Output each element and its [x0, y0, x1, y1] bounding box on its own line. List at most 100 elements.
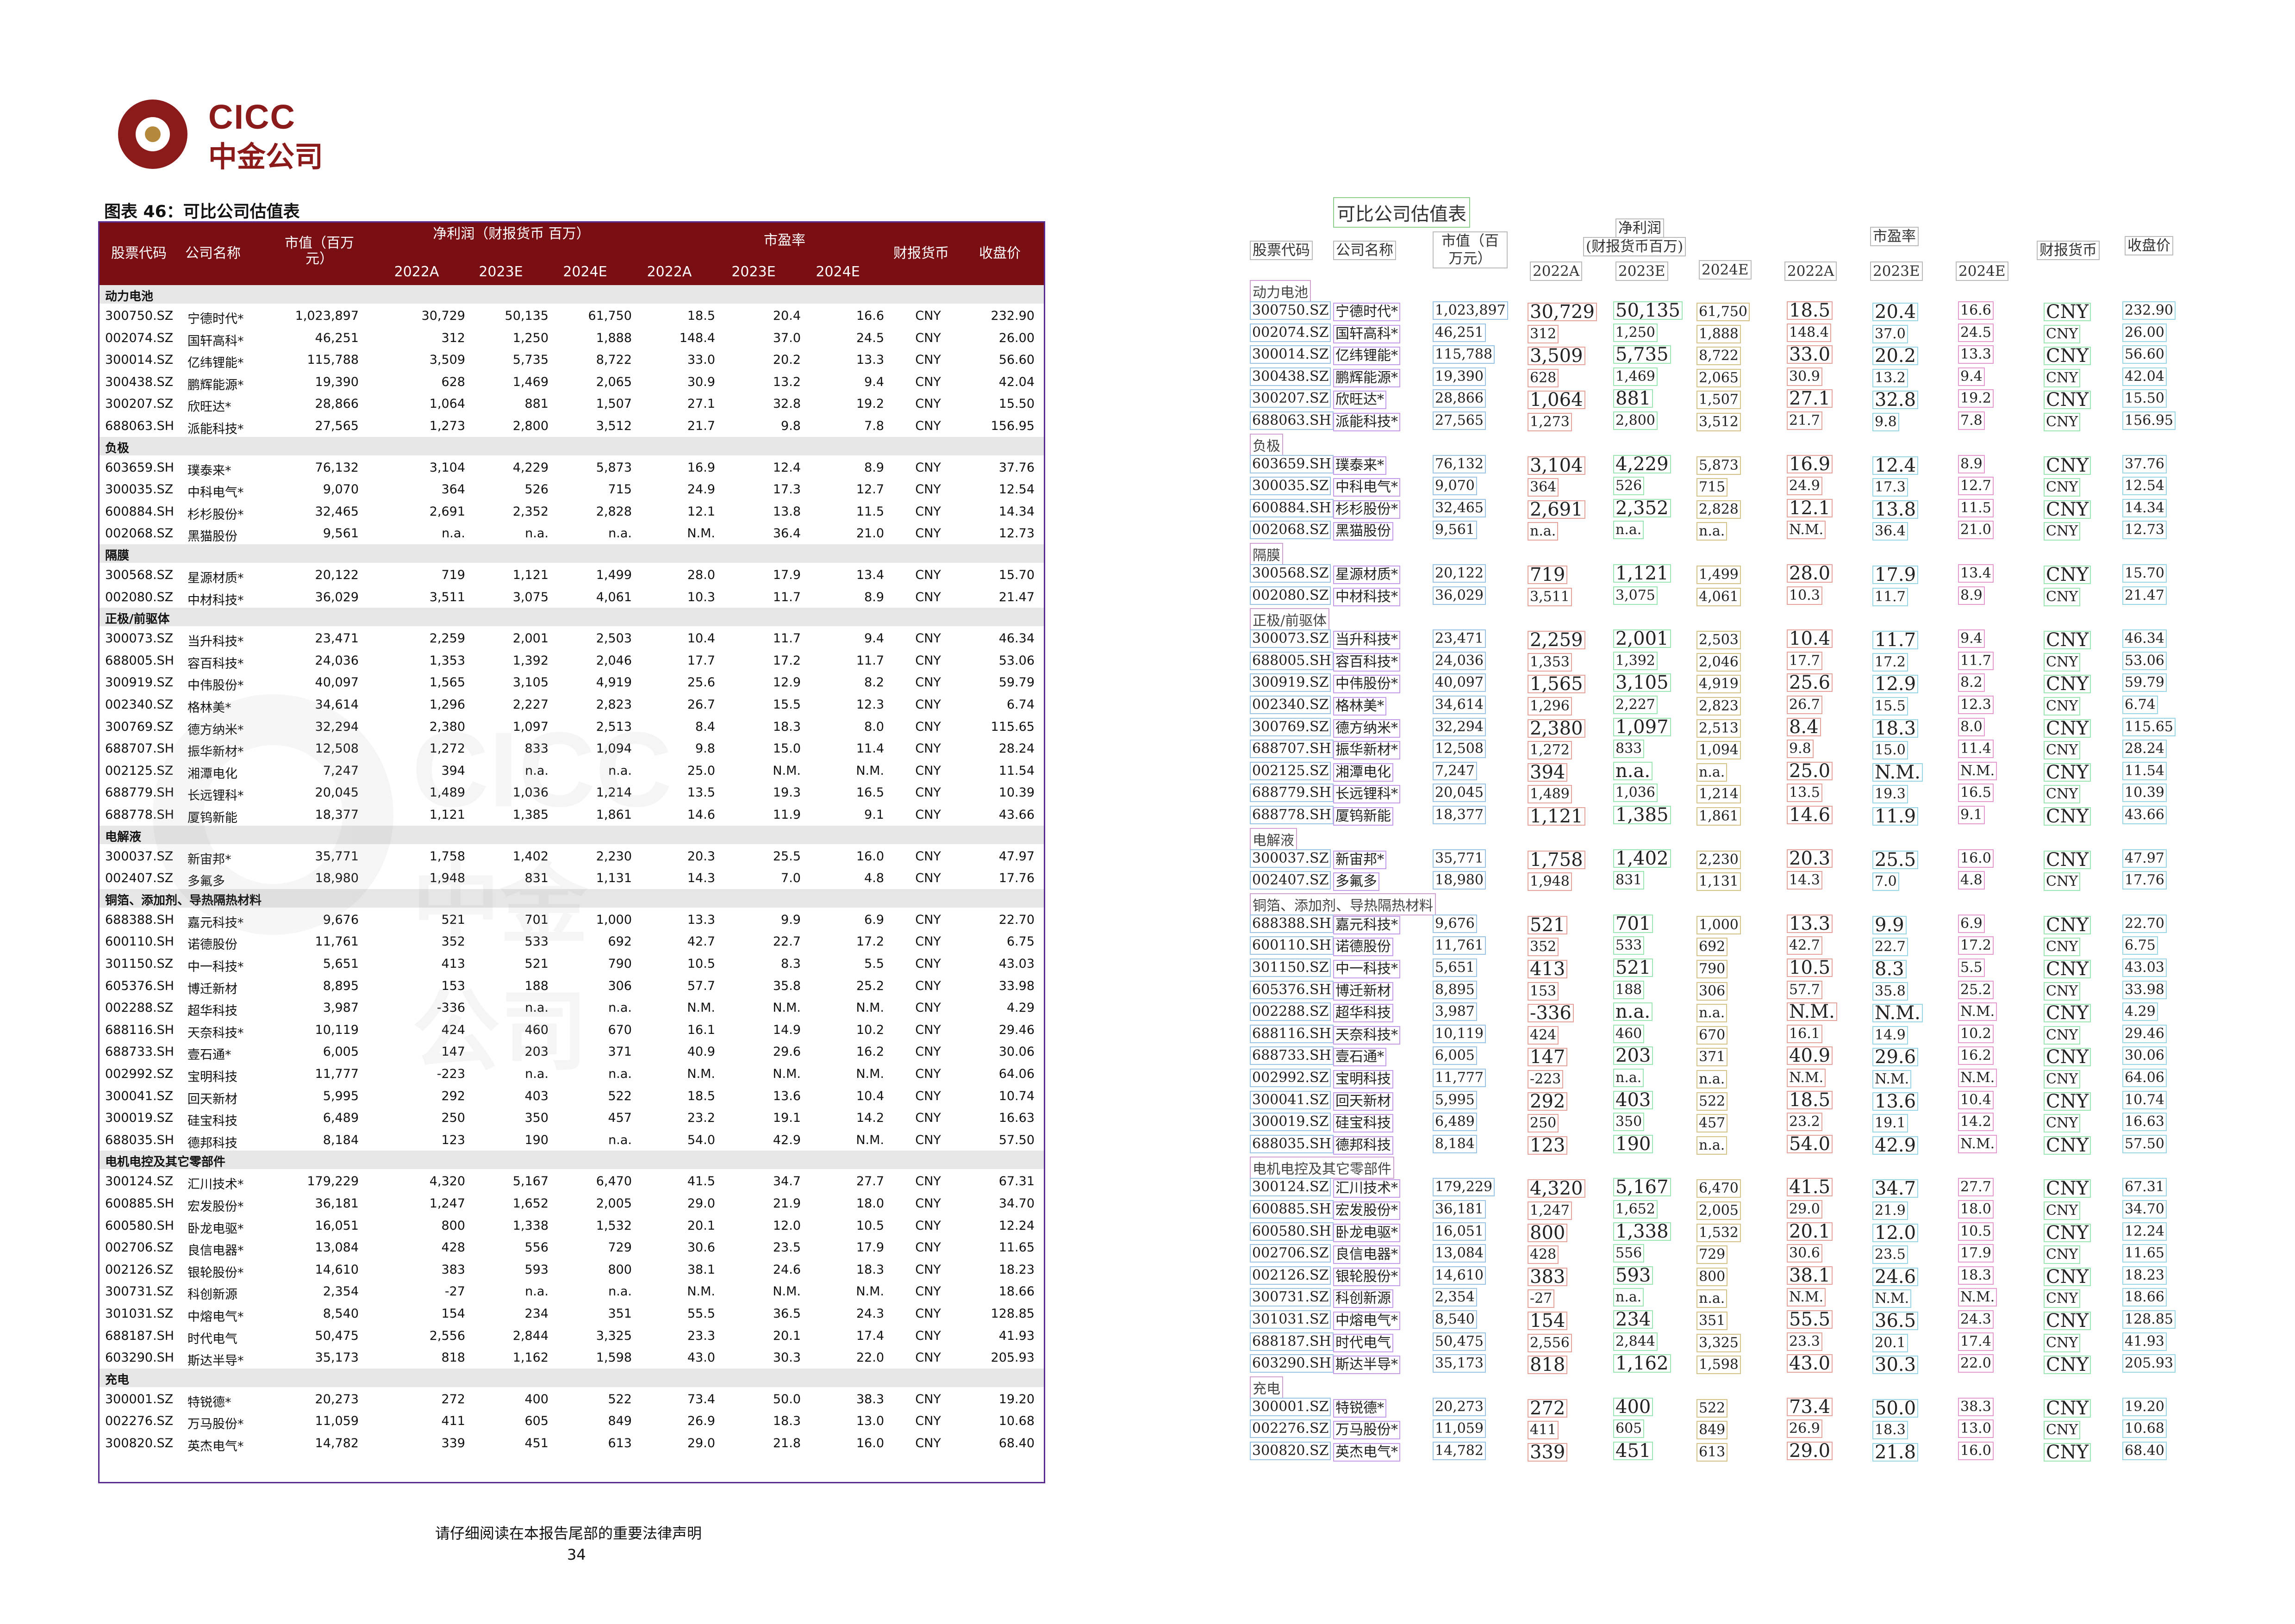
pe-2022a-cell: 13.3 — [687, 912, 715, 927]
right-company-name-cell: 星源材质* — [1333, 566, 1400, 584]
pe-2022a-cell: N.M. — [687, 1284, 715, 1299]
right-stock-code-cell: 688707.SH — [1250, 740, 1334, 759]
pe-2022a-cell: 73.4 — [687, 1392, 715, 1406]
np-2024e-cell: 2,046 — [596, 653, 632, 668]
table-row: 002126.SZ 银轮股份* 14,610 383 593 800 38.1 24.6 18.… — [100, 1258, 1044, 1280]
currency-cell: CNY — [915, 1240, 941, 1255]
pe-2022a-cell: 21.7 — [687, 419, 715, 433]
np-2024e-cell: n.a. — [608, 763, 632, 778]
right-np-2023e-cell: 2,227 — [1613, 696, 1658, 714]
np-2023e-cell: 2,800 — [512, 419, 549, 433]
np-2022a-cell: 2,691 — [429, 504, 465, 519]
right-company-name-cell: 宝明科技 — [1333, 1070, 1393, 1089]
right-section-header: 动力电池 — [1250, 280, 1311, 302]
right-currency-cell: CNY — [2044, 1048, 2091, 1067]
right-np-2022a-cell: -223 — [1528, 1070, 1564, 1089]
stock-code-cell: 688388.SH — [105, 912, 175, 927]
right-close-price-cell: 68.40 — [2122, 1442, 2167, 1460]
right-currency-cell: CNY — [2044, 1070, 2081, 1089]
right-currency-cell: CNY — [2044, 1114, 2081, 1133]
right-pe-2022a-cell: 13.5 — [1787, 784, 1822, 803]
right-currency-cell: CNY — [2044, 1421, 2081, 1440]
header-close-price: 收盘价 — [979, 245, 1021, 261]
close-price-cell: 30.06 — [998, 1045, 1035, 1059]
market-cap-cell: 179,229 — [307, 1174, 359, 1189]
right-stock-code-cell: 603290.SH — [1250, 1354, 1334, 1373]
pe-2022a-cell: 43.0 — [687, 1350, 715, 1365]
right-stock-code-cell: 002288.SZ — [1250, 1002, 1331, 1021]
right-pe-2024e-cell: 6.9 — [1958, 914, 1985, 933]
pe-2022a-cell: 57.7 — [687, 978, 715, 993]
stock-code-cell: 002407.SZ — [105, 871, 174, 886]
close-price-cell: 6.75 — [1006, 934, 1035, 949]
left-table-title: 图表 46：可比公司估值表 — [104, 202, 300, 221]
right-close-price-cell: 41.93 — [2122, 1332, 2167, 1351]
right-np-2023e-cell: 350 — [1613, 1113, 1645, 1132]
stock-code-cell: 300001.SZ — [105, 1392, 174, 1406]
close-price-cell: 4.29 — [1006, 1001, 1035, 1015]
pe-2024e-cell: 12.3 — [856, 697, 884, 712]
np-2023e-cell: 451 — [524, 1436, 549, 1450]
pe-2022a-cell: 9.8 — [695, 741, 715, 756]
currency-cell: CNY — [915, 1132, 941, 1147]
right-np-2024e-cell: 2,005 — [1696, 1201, 1741, 1220]
right-header-pe-2023e: 2023E — [1870, 261, 1923, 281]
right-pe-2023e-cell: 21.8 — [1872, 1443, 1919, 1462]
pe-2024e-cell: N.M. — [856, 1132, 884, 1147]
right-np-2022a-cell: 413 — [1528, 960, 1568, 978]
right-np-2024e-cell: 8,722 — [1696, 347, 1741, 366]
np-2023e-cell: 605 — [524, 1414, 549, 1429]
pe-2022a-cell: 14.6 — [687, 808, 715, 822]
right-company-name-cell: 当升科技* — [1333, 631, 1400, 650]
np-2024e-cell: 670 — [608, 1022, 632, 1037]
right-pe-2022a-cell: 18.5 — [1787, 1090, 1833, 1109]
header-pe: 市盈率 — [764, 232, 805, 249]
np-2024e-cell: 457 — [608, 1111, 632, 1126]
valuation-table: 股票代码 公司名称 市值（百万元） 净利润（财报货币 百万） 市盈率 2022A… — [98, 221, 1045, 1483]
np-2023e-cell: n.a. — [525, 1067, 549, 1081]
right-market-cap-cell: 36,181 — [1433, 1200, 1486, 1219]
right-company-name-cell: 长远锂科* — [1333, 785, 1400, 804]
right-np-2023e-cell: 234 — [1613, 1310, 1653, 1329]
right-company-name-cell: 中材科技* — [1333, 587, 1400, 606]
np-2024e-cell: 1,499 — [596, 568, 632, 582]
right-company-name-cell: 派能科技* — [1333, 413, 1400, 431]
right-stock-code-cell: 002276.SZ — [1250, 1419, 1331, 1438]
np-2022a-cell: 521 — [441, 912, 465, 927]
table-header: 股票代码 公司名称 市值（百万元） 净利润（财报货币 百万） 市盈率 2022A… — [100, 223, 1044, 285]
table-row: 688779.SH 长远锂科* 20,045 1,489 1,036 1,214 13.5 1… — [100, 781, 1044, 803]
company-name-cell: 嘉元科技* — [187, 915, 244, 930]
pe-2023e-cell: 17.3 — [773, 482, 801, 497]
pe-2023e-cell: 9.9 — [781, 912, 801, 927]
right-pe-2024e-cell: 12.7 — [1958, 477, 1994, 496]
stock-code-cell: 002074.SZ — [105, 330, 174, 345]
right-pe-2022a-cell: 40.9 — [1787, 1046, 1833, 1065]
right-section-header: 隔膜 — [1250, 543, 1283, 565]
right-np-2022a-cell: 1,064 — [1528, 391, 1585, 410]
stock-code-cell: 605376.SH — [105, 978, 175, 993]
currency-cell: CNY — [915, 568, 941, 582]
close-price-cell: 46.34 — [998, 631, 1035, 646]
np-2022a-cell: 2,259 — [429, 631, 465, 646]
right-stock-code-cell: 300037.SZ — [1250, 849, 1331, 868]
right-market-cap-cell: 19,390 — [1433, 367, 1486, 386]
stock-code-cell: 300124.SZ — [105, 1174, 174, 1189]
company-name-cell: 当升科技* — [187, 635, 244, 649]
right-pe-2023e-cell: 35.8 — [1872, 982, 1908, 1001]
right-np-2023e-cell: 526 — [1613, 477, 1645, 496]
right-close-price-cell: 67.31 — [2122, 1178, 2167, 1197]
stock-code-cell: 300037.SZ — [105, 849, 174, 864]
right-np-2024e-cell: n.a. — [1696, 1289, 1727, 1308]
right-np-2022a-cell: 2,380 — [1528, 719, 1585, 738]
right-table-title: 可比公司估值表 — [1333, 197, 1470, 228]
header-pe-2023e: 2023E — [731, 264, 776, 280]
currency-cell: CNY — [915, 912, 941, 927]
right-stock-code-cell: 688035.SH — [1250, 1134, 1334, 1153]
np-2024e-cell: 522 — [608, 1392, 632, 1406]
right-stock-code-cell: 300769.SZ — [1250, 717, 1331, 736]
market-cap-cell: 6,005 — [323, 1045, 359, 1059]
company-name-cell: 回天新材 — [187, 1092, 237, 1107]
market-cap-cell: 8,895 — [323, 978, 359, 993]
currency-cell: CNY — [915, 1001, 941, 1015]
pe-2023e-cell: 20.4 — [773, 309, 801, 323]
